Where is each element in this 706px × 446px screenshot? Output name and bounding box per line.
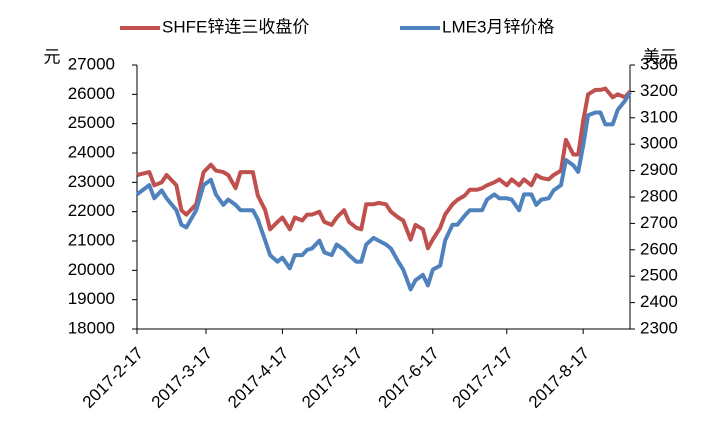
y2-tick-label: 3200 — [640, 81, 678, 100]
x-tick-label: 2017-3-17 — [148, 344, 216, 412]
y2-tick-label: 3300 — [640, 54, 678, 73]
series-line — [136, 86, 632, 251]
y-tick-label: 21000 — [68, 230, 115, 249]
y2-axis-title: 美元 — [643, 47, 677, 66]
y2-tick-label: 2700 — [640, 213, 678, 232]
x-tick-label: 2017-5-17 — [298, 344, 366, 412]
y2-tick-label: 2500 — [640, 266, 678, 285]
y-tick-label: 20000 — [68, 260, 115, 279]
y-tick-label: 23000 — [68, 172, 115, 191]
x-tick-label: 2017-8-17 — [525, 344, 593, 412]
y-tick-label: 22000 — [68, 201, 115, 220]
x-tick-label: 2017-4-17 — [224, 344, 292, 412]
y-tick-label: 19000 — [68, 289, 115, 308]
y2-tick-label: 2900 — [640, 160, 678, 179]
y2-tick-label: 2800 — [640, 186, 678, 205]
y-tick-label: 25000 — [68, 113, 115, 132]
x-tick-label: 2017-6-17 — [375, 344, 443, 412]
y2-tick-label: 3000 — [640, 134, 678, 153]
y2-tick-label: 2300 — [640, 318, 678, 337]
y2-tick-label: 2400 — [640, 292, 678, 311]
series-line — [135, 91, 632, 292]
y-tick-label: 24000 — [68, 142, 115, 161]
y-tick-label: 26000 — [68, 84, 115, 103]
x-tick-label: 2017-7-17 — [449, 344, 517, 412]
y-tick-label: 27000 — [68, 54, 115, 73]
x-tick-label: 2017-2-17 — [79, 344, 147, 412]
legend-label: LME3月锌价格 — [442, 17, 554, 36]
legend-label: SHFE锌连三收盘价 — [162, 17, 309, 36]
y-axis-title: 元 — [44, 47, 61, 66]
y2-tick-label: 3100 — [640, 107, 678, 126]
y-tick-label: 18000 — [68, 318, 115, 337]
y2-tick-label: 2600 — [640, 239, 678, 258]
